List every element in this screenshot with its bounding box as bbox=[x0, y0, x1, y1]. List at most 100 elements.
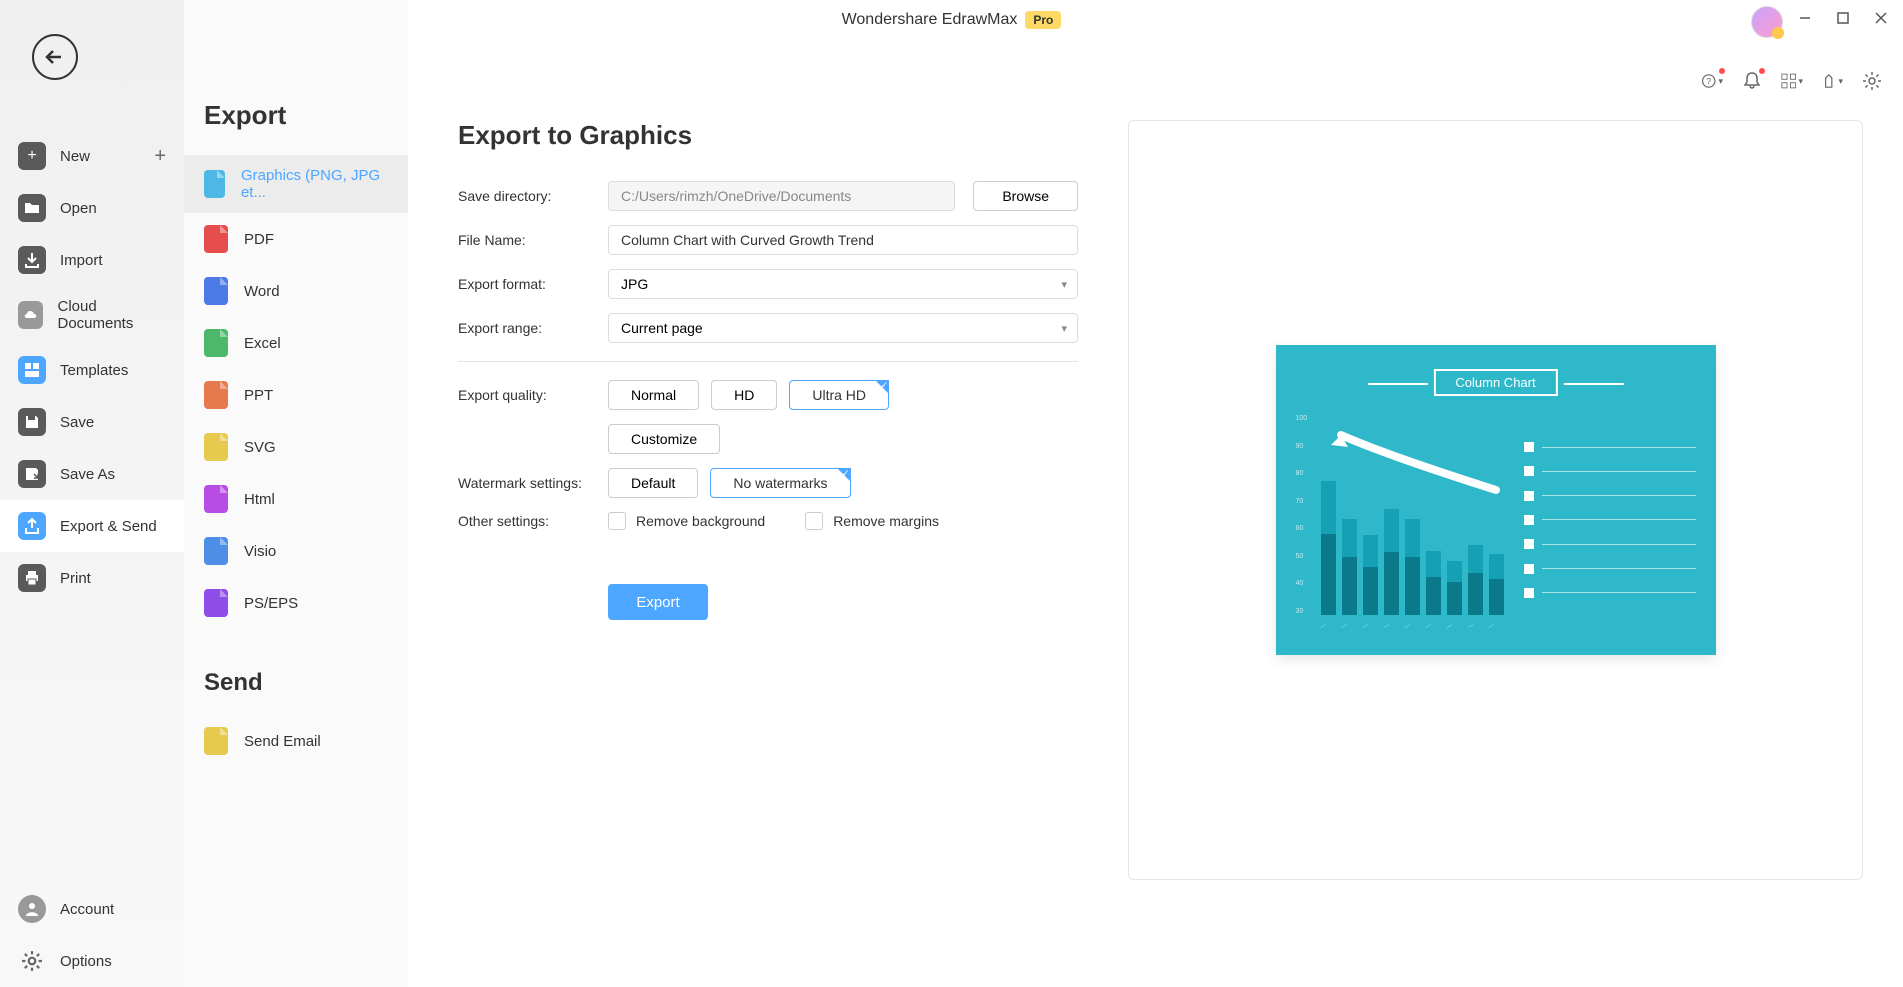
x-label: — bbox=[1424, 618, 1440, 631]
nav-print[interactable]: Print bbox=[0, 552, 184, 604]
y-tick: 60 bbox=[1296, 525, 1318, 532]
chart-title: Column Chart bbox=[1433, 369, 1557, 396]
divider bbox=[458, 361, 1078, 362]
format-item-svg[interactable]: SVG bbox=[184, 421, 408, 473]
preview-panel: Column Chart 10090807060504030 ————————— bbox=[1128, 120, 1863, 880]
chart-bar bbox=[1489, 554, 1504, 615]
other-label: Other settings: bbox=[458, 513, 608, 529]
quality-option-hd[interactable]: HD bbox=[711, 380, 777, 410]
chart-bar bbox=[1363, 535, 1378, 615]
theme-icon[interactable]: ▾ bbox=[1821, 70, 1843, 92]
y-tick: 40 bbox=[1296, 580, 1318, 587]
y-tick: 80 bbox=[1296, 470, 1318, 477]
nav-templates[interactable]: Templates bbox=[0, 344, 184, 396]
plus-icon: + bbox=[18, 142, 46, 170]
send-item-email[interactable]: Send Email bbox=[184, 715, 408, 767]
gear-icon bbox=[18, 947, 46, 975]
remove-margins-checkbox[interactable]: Remove margins bbox=[805, 512, 939, 530]
export-button[interactable]: Export bbox=[608, 584, 708, 620]
format-item-pdf[interactable]: PDF bbox=[184, 213, 408, 265]
x-label: — bbox=[1382, 618, 1398, 631]
templates-icon bbox=[18, 356, 46, 384]
y-tick: 50 bbox=[1296, 553, 1318, 560]
help-icon[interactable]: ?▾ bbox=[1701, 70, 1723, 92]
email-icon bbox=[204, 727, 228, 755]
close-button[interactable] bbox=[1871, 8, 1891, 28]
x-label: — bbox=[1403, 618, 1419, 631]
nav-import[interactable]: Import bbox=[0, 234, 184, 286]
arrow-left-icon bbox=[43, 45, 67, 69]
x-label: — bbox=[1445, 618, 1461, 631]
format-item-visio[interactable]: Visio bbox=[184, 525, 408, 577]
format-label: Excel bbox=[244, 335, 281, 352]
chart-bar bbox=[1468, 545, 1483, 615]
range-label: Export range: bbox=[458, 320, 608, 336]
excel-file-icon bbox=[204, 329, 228, 357]
filename-input[interactable] bbox=[608, 225, 1078, 255]
format-item-excel[interactable]: Excel bbox=[184, 317, 408, 369]
nav-label: Cloud Documents bbox=[57, 298, 166, 332]
customize-button[interactable]: Customize bbox=[608, 424, 720, 454]
format-item-ps[interactable]: PS/EPS bbox=[184, 577, 408, 629]
format-label: Export format: bbox=[458, 276, 608, 292]
x-label: — bbox=[1340, 618, 1356, 631]
browse-button[interactable]: Browse bbox=[973, 181, 1078, 211]
legend-row bbox=[1524, 539, 1696, 549]
apps-icon[interactable]: ▾ bbox=[1781, 70, 1803, 92]
user-avatar[interactable] bbox=[1751, 6, 1783, 38]
range-select[interactable]: Current page bbox=[608, 313, 1078, 343]
save-dir-label: Save directory: bbox=[458, 188, 608, 204]
chart-bar bbox=[1384, 509, 1399, 615]
format-label: PPT bbox=[244, 387, 273, 404]
format-select[interactable]: JPG bbox=[608, 269, 1078, 299]
maximize-button[interactable] bbox=[1833, 8, 1853, 28]
visio-file-icon bbox=[204, 537, 228, 565]
legend-row bbox=[1524, 442, 1696, 452]
notification-icon[interactable] bbox=[1741, 70, 1763, 92]
legend-row bbox=[1524, 564, 1696, 574]
nav-cloud[interactable]: Cloud Documents bbox=[0, 286, 184, 344]
watermark-label: Watermark settings: bbox=[458, 475, 608, 491]
quality-option-normal[interactable]: Normal bbox=[608, 380, 699, 410]
nav-account[interactable]: Account bbox=[0, 883, 184, 935]
nav-export-send[interactable]: Export & Send bbox=[0, 500, 184, 552]
word-file-icon bbox=[204, 277, 228, 305]
nav-open[interactable]: Open bbox=[0, 182, 184, 234]
nav-new[interactable]: +New+ bbox=[0, 130, 184, 182]
y-tick: 100 bbox=[1296, 415, 1318, 422]
watermark-option-no-watermarks[interactable]: No watermarks bbox=[710, 468, 850, 498]
nav-saveas[interactable]: Save As bbox=[0, 448, 184, 500]
x-label: — bbox=[1319, 618, 1335, 631]
nav-options[interactable]: Options bbox=[0, 935, 184, 987]
settings-icon[interactable] bbox=[1861, 70, 1883, 92]
format-item-html[interactable]: Html bbox=[184, 473, 408, 525]
format-item-word[interactable]: Word bbox=[184, 265, 408, 317]
minimize-button[interactable] bbox=[1795, 8, 1815, 28]
back-button[interactable] bbox=[32, 34, 78, 80]
chart-preview: Column Chart 10090807060504030 ————————— bbox=[1276, 345, 1716, 655]
format-label: PDF bbox=[244, 231, 274, 248]
format-label: Html bbox=[244, 491, 275, 508]
add-icon[interactable]: + bbox=[154, 145, 166, 168]
account-icon bbox=[18, 895, 46, 923]
watermark-option-default[interactable]: Default bbox=[608, 468, 698, 498]
svg-text:?: ? bbox=[1706, 76, 1711, 86]
remove-bg-checkbox[interactable]: Remove background bbox=[608, 512, 765, 530]
export-icon bbox=[18, 512, 46, 540]
format-label: PS/EPS bbox=[244, 595, 298, 612]
format-label: Graphics (PNG, JPG et... bbox=[241, 167, 388, 201]
nav-label: Account bbox=[60, 901, 114, 918]
saveas-icon bbox=[18, 460, 46, 488]
title-bar: Wondershare EdrawMax Pro bbox=[0, 0, 1903, 40]
legend-row bbox=[1524, 466, 1696, 476]
send-label: Send Email bbox=[244, 733, 321, 750]
import-icon bbox=[18, 246, 46, 274]
chart-bar bbox=[1321, 481, 1336, 615]
format-label: SVG bbox=[244, 439, 276, 456]
nav-save[interactable]: Save bbox=[0, 396, 184, 448]
save-dir-input[interactable] bbox=[608, 181, 955, 211]
format-item-ppt[interactable]: PPT bbox=[184, 369, 408, 421]
format-item-img[interactable]: Graphics (PNG, JPG et... bbox=[184, 155, 408, 213]
chart-bar bbox=[1426, 551, 1441, 615]
quality-option-ultra-hd[interactable]: Ultra HD bbox=[789, 380, 889, 410]
